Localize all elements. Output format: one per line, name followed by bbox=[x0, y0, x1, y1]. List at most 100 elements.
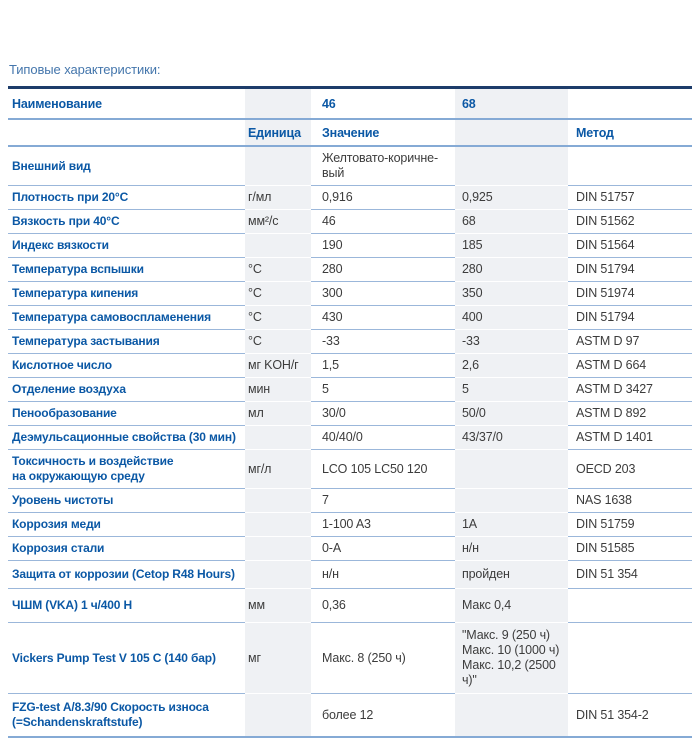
cell-unit bbox=[245, 561, 311, 589]
cell-unit: °C bbox=[245, 330, 311, 354]
cell-unit bbox=[245, 147, 311, 186]
cell-value-46: 0,36 bbox=[311, 589, 455, 623]
cell-method: DIN 51562 bbox=[568, 210, 692, 234]
cell-characteristic-name: Индекс вязкости bbox=[8, 234, 245, 258]
cell-value-68: 280 bbox=[455, 258, 568, 282]
cell-value-68: 50/0 bbox=[455, 402, 568, 426]
header-cell-empty bbox=[8, 120, 245, 147]
cell-value-46: н/н bbox=[311, 561, 455, 589]
cell-characteristic-name: Коррозия меди bbox=[8, 513, 245, 537]
cell-value-46: 30/0 bbox=[311, 402, 455, 426]
cell-method: ASTM D 3427 bbox=[568, 378, 692, 402]
table-row: Плотность при 20°C г/мл 0,916 0,925 DIN … bbox=[8, 186, 692, 210]
cell-method: ASTM D 1401 bbox=[568, 426, 692, 450]
table-row: FZG-test A/8.3/90 Скорость износа (=Scha… bbox=[8, 694, 692, 738]
table-row: Коррозия стали 0-A н/н DIN 51585 bbox=[8, 537, 692, 561]
header-row-columns: Единица Значение Метод bbox=[8, 120, 692, 147]
cell-value-46: LCO 105 LC50 120 bbox=[311, 450, 455, 489]
cell-characteristic-name: Отделение воздуха bbox=[8, 378, 245, 402]
cell-value-46: 430 bbox=[311, 306, 455, 330]
cell-value-68 bbox=[455, 489, 568, 513]
cell-unit: мг bbox=[245, 623, 311, 694]
cell-unit: °C bbox=[245, 258, 311, 282]
cell-characteristic-name: Плотность при 20°C bbox=[8, 186, 245, 210]
table-row: Температура застывания °C -33 -33 ASTM D… bbox=[8, 330, 692, 354]
cell-value-68: 1A bbox=[455, 513, 568, 537]
cell-characteristic-name: Коррозия стали bbox=[8, 537, 245, 561]
cell-value-46: Макс. 8 (250 ч) bbox=[311, 623, 455, 694]
table-row: Vickers Pump Test V 105 C (140 бар) мг М… bbox=[8, 623, 692, 694]
cell-value-68: н/н bbox=[455, 537, 568, 561]
cell-value-46: 40/40/0 bbox=[311, 426, 455, 450]
cell-method bbox=[568, 623, 692, 694]
cell-value-46: -33 bbox=[311, 330, 455, 354]
table-row: Внешний вид Желтовато-коричне- вый bbox=[8, 147, 692, 186]
cell-value-46: 300 bbox=[311, 282, 455, 306]
cell-value-46: 5 bbox=[311, 378, 455, 402]
cell-unit: °C bbox=[245, 282, 311, 306]
cell-characteristic-name: Температура кипения bbox=[8, 282, 245, 306]
cell-value-68: 43/37/0 bbox=[455, 426, 568, 450]
cell-value-46: более 12 bbox=[311, 694, 455, 738]
table-row: ЧШМ (VKA) 1 ч/400 Н мм 0,36 Макс 0,4 bbox=[8, 589, 692, 623]
cell-characteristic-name: Токсичность и воздействие на окружающую … bbox=[8, 450, 245, 489]
cell-method: ASTM D 97 bbox=[568, 330, 692, 354]
cell-method: ASTM D 664 bbox=[568, 354, 692, 378]
column-header-unit: Единица bbox=[245, 120, 311, 147]
cell-value-46: 1,5 bbox=[311, 354, 455, 378]
cell-method: DIN 51759 bbox=[568, 513, 692, 537]
header-cell-empty bbox=[455, 120, 568, 147]
cell-value-46: 7 bbox=[311, 489, 455, 513]
cell-value-68 bbox=[455, 147, 568, 186]
cell-value-46: 0,916 bbox=[311, 186, 455, 210]
header-cell-empty bbox=[245, 89, 311, 120]
cell-method: OECD 203 bbox=[568, 450, 692, 489]
cell-method: DIN 51 354 bbox=[568, 561, 692, 589]
cell-characteristic-name: Пенообразование bbox=[8, 402, 245, 426]
table-row: Отделение воздуха мин 5 5 ASTM D 3427 bbox=[8, 378, 692, 402]
cell-characteristic-name: Вязкость при 40°C bbox=[8, 210, 245, 234]
table-row: Температура кипения °C 300 350 DIN 51974 bbox=[8, 282, 692, 306]
cell-value-46: Желтовато-коричне- вый bbox=[311, 147, 455, 186]
cell-value-68: 400 bbox=[455, 306, 568, 330]
cell-value-46: 280 bbox=[311, 258, 455, 282]
page-title: Типовые характеристики: bbox=[9, 62, 161, 77]
cell-unit bbox=[245, 426, 311, 450]
cell-value-46: 46 bbox=[311, 210, 455, 234]
table-row: Вязкость при 40°C мм²/с 46 68 DIN 51562 bbox=[8, 210, 692, 234]
table-row: Коррозия меди 1-100 A3 1A DIN 51759 bbox=[8, 513, 692, 537]
cell-method: DIN 51974 bbox=[568, 282, 692, 306]
cell-characteristic-name: Деэмульсационные свойства (30 мин) bbox=[8, 426, 245, 450]
cell-value-68: 2,6 bbox=[455, 354, 568, 378]
cell-characteristic-name: Температура застывания bbox=[8, 330, 245, 354]
cell-unit bbox=[245, 513, 311, 537]
table-header: Наименование 46 68 Единица Значение Мето… bbox=[8, 89, 692, 147]
table-row: Защита от коррозии (Cetop R48 Hours) н/н… bbox=[8, 561, 692, 589]
cell-unit bbox=[245, 234, 311, 258]
cell-method: DIN 51564 bbox=[568, 234, 692, 258]
cell-characteristic-name: Кислотное число bbox=[8, 354, 245, 378]
cell-value-68 bbox=[455, 694, 568, 738]
cell-value-68 bbox=[455, 450, 568, 489]
cell-unit: мг/л bbox=[245, 450, 311, 489]
page: Типовые характеристики: Наименование 46 … bbox=[8, 62, 692, 738]
cell-method: DIN 51585 bbox=[568, 537, 692, 561]
cell-value-46: 0-A bbox=[311, 537, 455, 561]
table-row: Кислотное число мг KOH/г 1,5 2,6 ASTM D … bbox=[8, 354, 692, 378]
cell-characteristic-name: Защита от коррозии (Cetop R48 Hours) bbox=[8, 561, 245, 589]
cell-method: NAS 1638 bbox=[568, 489, 692, 513]
cell-value-68: пройден bbox=[455, 561, 568, 589]
table-row: Пенообразование мл 30/0 50/0 ASTM D 892 bbox=[8, 402, 692, 426]
cell-value-68: 185 bbox=[455, 234, 568, 258]
cell-unit bbox=[245, 489, 311, 513]
cell-characteristic-name: Внешний вид bbox=[8, 147, 245, 186]
cell-value-68: Макс 0,4 bbox=[455, 589, 568, 623]
column-header-grade-46: 46 bbox=[311, 89, 455, 120]
cell-unit: мм²/с bbox=[245, 210, 311, 234]
cell-value-68: -33 bbox=[455, 330, 568, 354]
cell-unit: мг KOH/г bbox=[245, 354, 311, 378]
table-row: Индекс вязкости 190 185 DIN 51564 bbox=[8, 234, 692, 258]
cell-value-46: 1-100 A3 bbox=[311, 513, 455, 537]
column-header-value: Значение bbox=[311, 120, 455, 147]
